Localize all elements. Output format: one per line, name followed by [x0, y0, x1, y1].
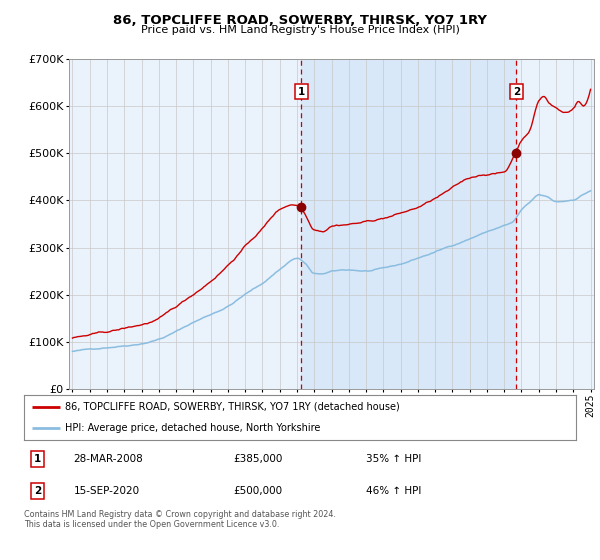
- Text: 86, TOPCLIFFE ROAD, SOWERBY, THIRSK, YO7 1RY (detached house): 86, TOPCLIFFE ROAD, SOWERBY, THIRSK, YO7…: [65, 402, 400, 412]
- Text: £385,000: £385,000: [234, 454, 283, 464]
- Text: 15-SEP-2020: 15-SEP-2020: [74, 486, 140, 496]
- Text: 2: 2: [34, 486, 41, 496]
- Text: Price paid vs. HM Land Registry's House Price Index (HPI): Price paid vs. HM Land Registry's House …: [140, 25, 460, 35]
- Text: 46% ↑ HPI: 46% ↑ HPI: [366, 486, 422, 496]
- Text: 28-MAR-2008: 28-MAR-2008: [74, 454, 143, 464]
- Text: HPI: Average price, detached house, North Yorkshire: HPI: Average price, detached house, Nort…: [65, 423, 321, 433]
- Text: 35% ↑ HPI: 35% ↑ HPI: [366, 454, 422, 464]
- Text: Contains HM Land Registry data © Crown copyright and database right 2024.
This d: Contains HM Land Registry data © Crown c…: [24, 510, 336, 529]
- Text: 1: 1: [298, 87, 305, 97]
- Text: 1: 1: [34, 454, 41, 464]
- Text: 86, TOPCLIFFE ROAD, SOWERBY, THIRSK, YO7 1RY: 86, TOPCLIFFE ROAD, SOWERBY, THIRSK, YO7…: [113, 14, 487, 27]
- Text: £500,000: £500,000: [234, 486, 283, 496]
- Text: 2: 2: [512, 87, 520, 97]
- Bar: [301, 59, 516, 389]
